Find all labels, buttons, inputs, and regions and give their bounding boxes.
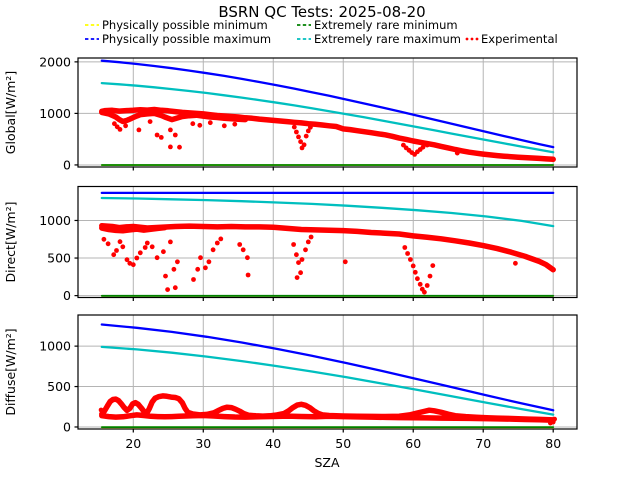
ytick-label: 0 <box>63 419 71 434</box>
ytick-label: 0 <box>63 157 71 172</box>
legend-label-physically-possible-minimum: Physically possible minimum <box>102 18 268 32</box>
panel-1: 0 500 1000 <box>39 185 578 303</box>
series-extremely_rare_max <box>100 345 555 416</box>
xtick-label: 40 <box>265 436 281 451</box>
xtick-label: 20 <box>125 436 141 451</box>
ytick-label: 2000 <box>39 54 71 69</box>
experimental-band_a <box>99 222 556 273</box>
ytick-label: 1000 <box>39 106 71 121</box>
experimental-band_a <box>99 106 556 163</box>
xtick-label: 30 <box>195 436 211 451</box>
legend-label-physically-possible-maximum: Physically possible maximum <box>102 32 271 46</box>
ylabel-global: Global[W/m²] <box>3 71 18 154</box>
gridlines <box>78 186 577 298</box>
axes-frame <box>77 314 578 430</box>
axes-frame <box>77 185 578 299</box>
ytick-label: 500 <box>47 251 71 266</box>
xlabel-sza: SZA <box>314 455 339 470</box>
tick-marks <box>74 61 554 171</box>
chart-title: BSRN QC Tests: 2025-08-20 <box>218 3 425 21</box>
ylabel-direct: Direct[W/m²] <box>3 202 18 283</box>
axes-frame <box>77 57 578 168</box>
plot-panels: 0 1000 2000 0 500 1000 0 500 1000 20 30 40 50 60 70 80 <box>39 54 578 451</box>
xtick-label: 60 <box>405 436 421 451</box>
experimental-band_b <box>99 393 556 423</box>
gridlines <box>78 315 577 429</box>
series-extremely_rare_max <box>100 81 555 154</box>
legend: Physically possible minimum Physically p… <box>85 18 558 46</box>
panel-2: 0 500 1000 20 30 40 50 60 70 80 <box>39 314 578 451</box>
experimental-band_b <box>99 109 249 125</box>
experimental-band_b <box>99 224 168 234</box>
legend-label-extremely-rare-maximum: Extremely rare maximum <box>314 32 461 46</box>
series-physically_possible_max <box>100 323 555 412</box>
panel-0: 0 1000 2000 <box>39 54 578 172</box>
xtick-label: 50 <box>335 436 351 451</box>
ylabel-diffuse: Diffuse[W/m²] <box>3 328 18 415</box>
series-experimental <box>99 222 556 295</box>
legend-label-experimental: Experimental <box>481 32 558 46</box>
series-experimental <box>99 106 556 163</box>
xtick-label: 80 <box>545 436 561 451</box>
xtick-label: 70 <box>475 436 491 451</box>
ytick-label: 500 <box>47 379 71 394</box>
ytick-label: 0 <box>63 288 71 303</box>
ytick-label: 1000 <box>39 213 71 228</box>
series-physically_possible_max <box>100 59 555 149</box>
legend-label-extremely-rare-minimum: Extremely rare minimum <box>314 18 458 32</box>
tick-marks <box>74 345 554 433</box>
series-extremely_rare_max <box>100 196 555 228</box>
ytick-label: 1000 <box>39 339 71 354</box>
tick-marks <box>74 219 554 301</box>
legend-marker-experimental <box>465 37 479 41</box>
series-experimental <box>98 393 557 426</box>
